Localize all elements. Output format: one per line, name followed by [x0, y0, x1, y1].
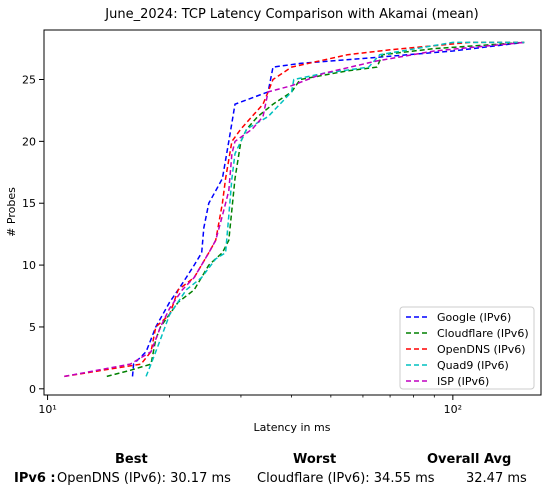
y-tick-label: 25 [22, 73, 36, 86]
x-tick-label: 10² [444, 403, 462, 416]
y-tick-label: 15 [22, 197, 36, 210]
legend-label: Quad9 (IPv6) [437, 359, 509, 372]
best-value: OpenDNS (IPv6): 30.17 ms [57, 471, 231, 486]
y-tick-label: 0 [29, 383, 36, 396]
legend-label: OpenDNS (IPv6) [437, 343, 526, 356]
y-tick-label: 10 [22, 259, 36, 272]
series-line-4 [64, 41, 525, 378]
worst-value: Cloudflare (IPv6): 34.55 ms [257, 471, 435, 486]
legend-label: Cloudflare (IPv6) [437, 327, 529, 340]
plot-area [43, 29, 542, 396]
latency-chart: June_2024: TCP Latency Comparison with A… [5, 7, 542, 434]
series-line-3 [145, 41, 525, 377]
y-axis-label: # Probes [5, 187, 18, 237]
legend-label: ISP (IPv6) [437, 375, 489, 388]
best-header: Best [115, 452, 148, 467]
ipv6-row-label: IPv6 : [14, 471, 56, 486]
series-line-2 [64, 41, 525, 378]
overall-avg-header: Overall Avg [427, 452, 512, 467]
worst-header: Worst [293, 452, 337, 467]
legend-box [399, 306, 535, 390]
chart-title: June_2024: TCP Latency Comparison with A… [104, 7, 478, 22]
series-line-0 [131, 41, 525, 377]
overall-avg-value: 32.47 ms [466, 471, 527, 486]
legend-label: Google (IPv6) [437, 311, 511, 324]
x-axis-label: Latency in ms [254, 421, 331, 434]
series-line-1 [106, 41, 525, 378]
y-tick-label: 5 [29, 321, 36, 334]
x-tick-label: 10¹ [38, 403, 56, 416]
y-tick-label: 20 [22, 135, 36, 148]
